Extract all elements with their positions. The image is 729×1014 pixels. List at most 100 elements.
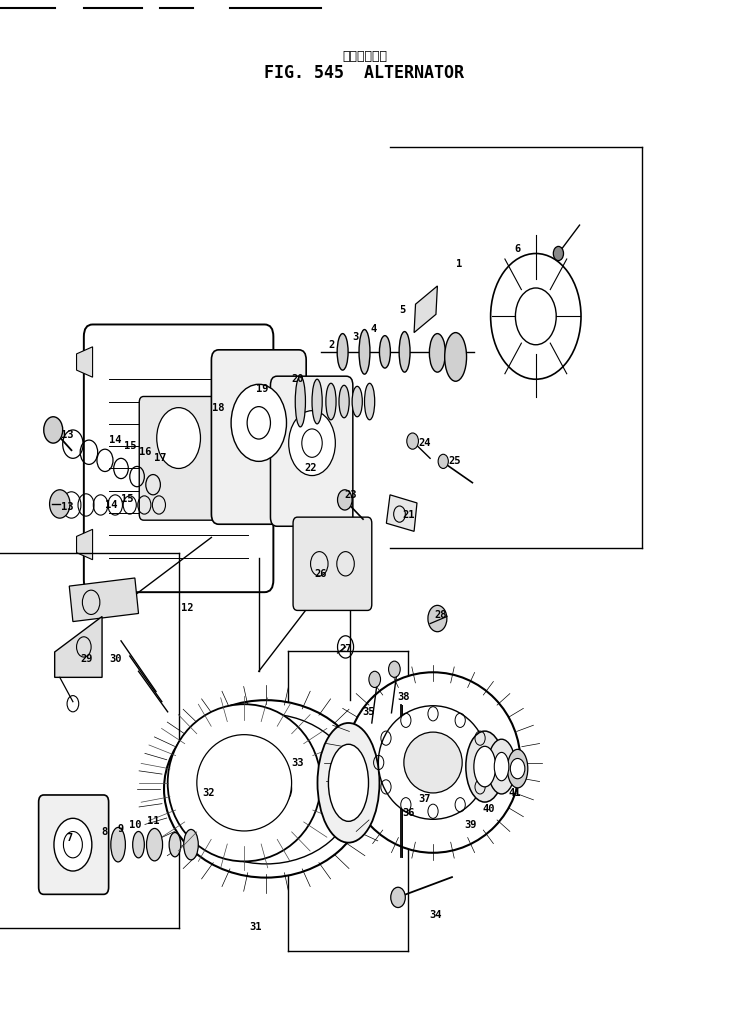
Circle shape [231,384,286,461]
Text: 10: 10 [128,820,141,830]
Text: 13: 13 [61,502,74,512]
Text: 28: 28 [434,610,447,621]
Text: 23: 23 [344,490,357,500]
Circle shape [50,490,70,518]
Text: 15: 15 [121,494,134,504]
Circle shape [553,246,564,261]
Text: 5: 5 [399,305,405,315]
Circle shape [44,417,63,443]
Ellipse shape [359,330,370,374]
Ellipse shape [507,749,528,788]
Circle shape [438,454,448,468]
Text: 1: 1 [456,259,462,269]
Ellipse shape [168,704,321,862]
Text: 8: 8 [101,827,107,838]
Text: 9: 9 [117,824,123,835]
Ellipse shape [326,383,336,420]
Text: 11: 11 [147,816,160,826]
Ellipse shape [466,731,504,802]
Ellipse shape [197,734,292,831]
Circle shape [289,411,335,476]
Ellipse shape [474,746,496,787]
Ellipse shape [346,672,521,853]
Text: 32: 32 [202,788,215,798]
Text: 4: 4 [370,323,376,334]
Text: 21: 21 [402,510,415,520]
Text: 19: 19 [256,384,269,394]
Text: 24: 24 [418,438,431,448]
Text: 36: 36 [402,808,415,818]
Text: 40: 40 [483,804,496,814]
Text: 17: 17 [154,453,167,463]
Text: 22: 22 [304,463,317,474]
Text: 27: 27 [339,644,352,654]
Text: 34: 34 [429,910,442,920]
Ellipse shape [312,379,322,424]
Ellipse shape [164,700,368,878]
Text: 14: 14 [109,435,122,445]
Ellipse shape [429,334,445,372]
Circle shape [369,671,381,687]
Ellipse shape [378,706,488,819]
Ellipse shape [339,385,349,418]
Text: 6: 6 [515,244,521,255]
Circle shape [157,408,200,468]
Polygon shape [414,286,437,333]
Ellipse shape [222,751,310,826]
Ellipse shape [295,376,305,427]
Polygon shape [69,578,139,622]
FancyBboxPatch shape [293,517,372,610]
Text: 2: 2 [329,340,335,350]
Circle shape [391,887,405,908]
Circle shape [389,661,400,677]
Polygon shape [77,529,93,560]
Text: 41: 41 [508,788,521,798]
FancyBboxPatch shape [84,324,273,592]
Polygon shape [77,347,93,377]
Ellipse shape [364,383,375,420]
Text: 38: 38 [397,692,410,702]
Text: 3: 3 [352,332,358,342]
Text: 30: 30 [109,654,122,664]
Circle shape [407,433,418,449]
Text: 7: 7 [66,832,72,843]
Text: 26: 26 [314,569,327,579]
Ellipse shape [169,832,181,857]
Text: 39: 39 [464,820,477,830]
Ellipse shape [317,723,379,843]
Ellipse shape [404,732,462,793]
Ellipse shape [399,332,410,372]
Circle shape [54,818,92,871]
Text: 13: 13 [61,430,74,440]
Text: 12: 12 [181,603,194,613]
Text: 18: 18 [212,403,225,413]
Ellipse shape [494,752,509,781]
Ellipse shape [488,739,515,794]
Text: 25: 25 [448,456,461,466]
Polygon shape [55,617,102,677]
FancyBboxPatch shape [139,396,218,520]
Ellipse shape [111,827,125,862]
Ellipse shape [147,828,163,861]
Ellipse shape [328,744,368,821]
Text: オルタネータ: オルタネータ [342,51,387,63]
FancyBboxPatch shape [270,376,353,526]
Circle shape [510,758,525,779]
Circle shape [428,605,447,632]
Text: 14: 14 [104,500,117,510]
Text: 37: 37 [418,794,431,804]
Ellipse shape [352,386,362,417]
Ellipse shape [380,336,391,368]
Ellipse shape [184,829,198,860]
Polygon shape [386,495,417,531]
Ellipse shape [445,333,467,381]
Text: 16: 16 [139,447,152,457]
Text: 31: 31 [249,922,262,932]
Text: 33: 33 [291,757,304,768]
FancyBboxPatch shape [211,350,306,524]
Text: 15: 15 [123,441,136,451]
Ellipse shape [241,768,292,810]
Ellipse shape [337,334,348,370]
Text: 35: 35 [362,707,375,717]
FancyBboxPatch shape [39,795,109,894]
